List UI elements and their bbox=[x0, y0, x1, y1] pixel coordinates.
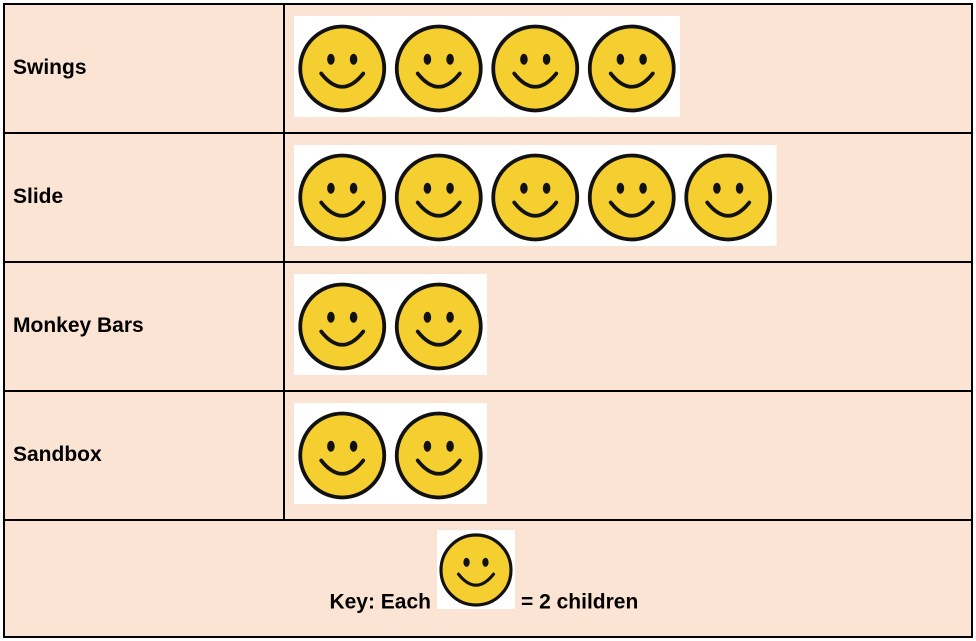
eye bbox=[446, 53, 454, 65]
smile bbox=[512, 200, 559, 218]
face bbox=[394, 282, 483, 371]
eye bbox=[423, 182, 432, 194]
eye bbox=[482, 557, 489, 567]
eye bbox=[423, 311, 432, 323]
face bbox=[394, 24, 483, 113]
smile bbox=[608, 200, 655, 218]
eye bbox=[349, 440, 358, 452]
eye bbox=[520, 53, 528, 65]
smiley-icon bbox=[394, 282, 483, 371]
eye bbox=[639, 182, 647, 194]
eye bbox=[349, 53, 358, 65]
eye bbox=[349, 311, 358, 323]
smiley-icon bbox=[394, 24, 483, 113]
smiley-icon bbox=[587, 24, 676, 113]
face bbox=[684, 153, 773, 242]
smile bbox=[456, 572, 496, 587]
eye bbox=[446, 311, 454, 323]
smiley-icon bbox=[684, 153, 773, 242]
eye bbox=[639, 53, 647, 65]
face bbox=[394, 411, 483, 500]
smile bbox=[415, 71, 462, 89]
smile bbox=[415, 329, 462, 347]
smile bbox=[705, 200, 752, 218]
category-label: Monkey Bars bbox=[13, 314, 144, 337]
eye bbox=[520, 182, 528, 194]
smile bbox=[319, 458, 366, 476]
smile bbox=[319, 200, 366, 218]
smile bbox=[415, 458, 462, 476]
face bbox=[394, 153, 483, 242]
smiley-icon bbox=[298, 282, 387, 371]
smile bbox=[608, 71, 655, 89]
category-label: Swings bbox=[13, 56, 87, 79]
smile bbox=[319, 71, 366, 89]
smile bbox=[415, 200, 462, 218]
eye bbox=[446, 440, 454, 452]
eye bbox=[713, 182, 721, 194]
face bbox=[587, 24, 676, 113]
eye bbox=[327, 182, 335, 194]
eye bbox=[735, 182, 744, 194]
face bbox=[298, 411, 387, 500]
smiley-icon bbox=[491, 24, 580, 113]
face bbox=[587, 153, 676, 242]
smiley-icon bbox=[298, 24, 387, 113]
smiley-icon bbox=[587, 153, 676, 242]
category-label: Sandbox bbox=[13, 443, 102, 466]
eye bbox=[349, 182, 358, 194]
face bbox=[491, 24, 580, 113]
smile bbox=[512, 71, 559, 89]
smiley-icon bbox=[439, 533, 513, 607]
face bbox=[298, 24, 387, 113]
eye bbox=[327, 311, 335, 323]
eye bbox=[327, 440, 335, 452]
face bbox=[298, 282, 387, 371]
category-label: Slide bbox=[13, 185, 63, 208]
key-value-label: = 2 children bbox=[521, 591, 638, 614]
smiley-icon bbox=[298, 153, 387, 242]
smiley-icon bbox=[491, 153, 580, 242]
eye bbox=[542, 53, 551, 65]
smiley-icon bbox=[298, 411, 387, 500]
eye bbox=[446, 182, 454, 194]
smile bbox=[319, 329, 366, 347]
smiley-icon bbox=[394, 411, 483, 500]
eye bbox=[542, 182, 551, 194]
eye bbox=[463, 557, 470, 567]
face bbox=[491, 153, 580, 242]
smiley-icon bbox=[394, 153, 483, 242]
face bbox=[439, 533, 513, 607]
face bbox=[298, 153, 387, 242]
eye bbox=[616, 53, 625, 65]
eye bbox=[423, 440, 432, 452]
eye bbox=[616, 182, 625, 194]
key-label: Key: Each bbox=[329, 591, 431, 614]
eye bbox=[423, 53, 432, 65]
eye bbox=[327, 53, 335, 65]
